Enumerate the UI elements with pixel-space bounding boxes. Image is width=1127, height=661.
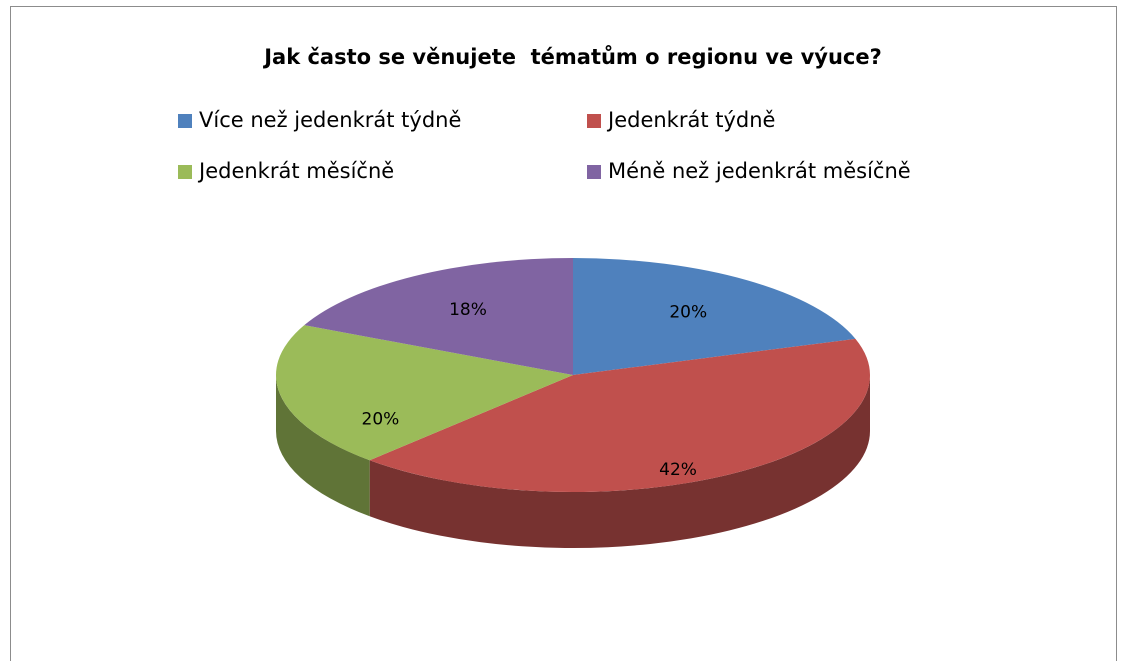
slice-side <box>276 375 370 517</box>
legend-swatch <box>587 114 601 128</box>
legend-label: Méně než jedenkrát měsíčně <box>608 159 911 183</box>
slice <box>573 258 856 375</box>
pie-tops <box>275 258 870 493</box>
legend: Více než jedenkrát týdně Jedenkrát týdně J… <box>178 108 911 183</box>
legend-swatch <box>178 114 192 128</box>
data-label: 18% <box>449 300 487 320</box>
slice <box>275 325 573 461</box>
slice <box>369 338 870 493</box>
data-label: 20% <box>669 303 707 323</box>
labels: 20% 42% 20% 18% <box>362 300 708 480</box>
legend-swatch <box>178 165 192 179</box>
legend-label: Jedenkrát měsíčně <box>197 159 394 183</box>
data-label: 20% <box>362 409 400 429</box>
chart-title: Jak často se věnujete tématům o regionu … <box>262 45 882 69</box>
legend-label: Jedenkrát týdně <box>606 108 775 132</box>
slice-side <box>369 375 870 548</box>
legend-swatch <box>587 165 601 179</box>
legend-label: Více než jedenkrát týdně <box>199 108 461 132</box>
slice <box>304 258 573 375</box>
data-label: 42% <box>659 460 697 480</box>
pie-sides <box>276 375 870 548</box>
